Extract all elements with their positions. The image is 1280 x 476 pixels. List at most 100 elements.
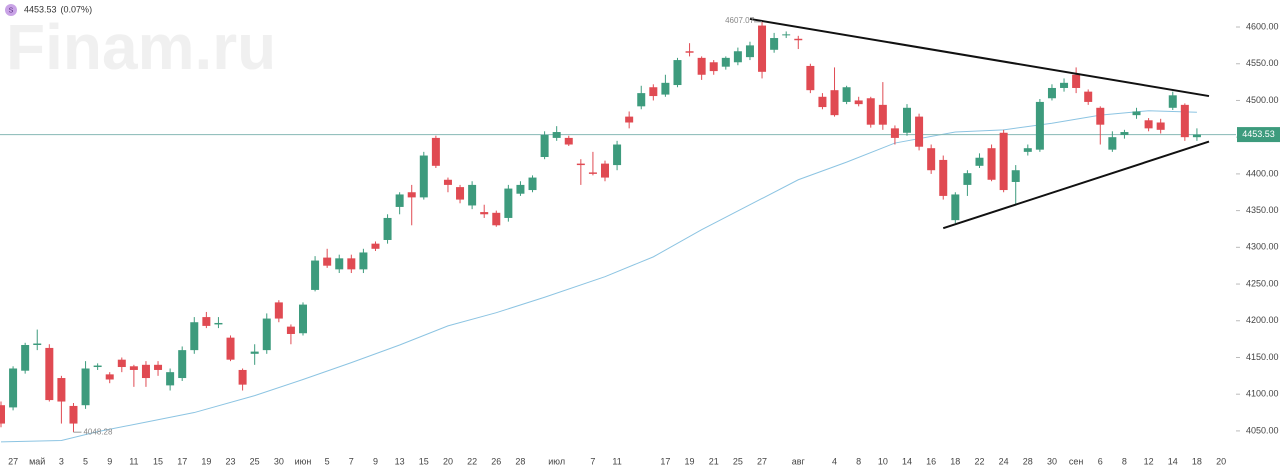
candle-body: [1168, 95, 1177, 108]
header-change: (0.07%): [61, 4, 93, 14]
candle-body: [202, 317, 211, 326]
price-label-bg: [1237, 127, 1280, 143]
candle-body: [709, 62, 718, 72]
moving-average: [0, 110, 1197, 443]
candle-body: [166, 372, 175, 386]
candle-body: [1144, 120, 1153, 129]
candle-body: [1084, 91, 1093, 102]
min-label: 4048.28: [83, 427, 112, 436]
candle-body: [601, 163, 609, 178]
candle-body: [45, 347, 54, 401]
x-tick-label: 22: [974, 456, 984, 466]
candle-body: [93, 365, 102, 368]
candle-body: [528, 177, 537, 191]
x-tick-label: 5: [325, 456, 330, 466]
candle-body: [359, 252, 368, 270]
candle-body: [1035, 101, 1044, 150]
x-tick-label: 24: [999, 456, 1009, 466]
candle-body: [21, 344, 30, 371]
candle-body: [649, 87, 658, 97]
candle-body: [588, 172, 597, 174]
y-tick-label: 4250.00: [1246, 278, 1279, 288]
candle-body: [1108, 137, 1117, 150]
candle-body: [274, 302, 283, 319]
x-tick-label: май: [29, 456, 45, 466]
y-tick-label: 4150.00: [1246, 352, 1279, 362]
candle-body: [419, 155, 428, 198]
x-tick-label: 8: [1122, 456, 1127, 466]
candle-body: [661, 82, 670, 95]
header-price: 4453.53: [24, 4, 57, 14]
candle-body: [975, 157, 984, 166]
x-tick-label: 3: [59, 456, 64, 466]
trendline: [749, 17, 1210, 98]
symbol-letter: S: [9, 7, 14, 14]
candle-body: [745, 45, 754, 58]
candle-body: [540, 134, 549, 158]
x-tick-label: 15: [153, 456, 163, 466]
candle-body: [1192, 134, 1201, 138]
y-tick-label: 4350.00: [1246, 205, 1279, 215]
candle-body: [854, 100, 863, 105]
y-tick-label: 4100.00: [1246, 389, 1279, 399]
x-tick-label: 9: [107, 456, 112, 466]
candle-body: [105, 374, 114, 380]
x-tick-label: 12: [1144, 456, 1154, 466]
candle-body: [576, 163, 585, 166]
candle-body: [1120, 132, 1129, 135]
x-tick-label: 15: [419, 456, 429, 466]
candle-body: [492, 212, 501, 226]
candle-body: [299, 304, 307, 334]
candle-body: [721, 57, 730, 67]
x-tick-label: 19: [685, 456, 695, 466]
candle-body: [733, 51, 742, 63]
x-tick-label: 20: [443, 456, 453, 466]
candle-body: [818, 96, 827, 108]
x-tick-label: 10: [878, 456, 888, 466]
candle-body: [963, 173, 972, 185]
candle-body: [214, 322, 223, 325]
candle-body: [1011, 170, 1020, 182]
candle-body: [1047, 87, 1056, 99]
x-tick-label: 6: [1098, 456, 1103, 466]
x-tick-label: 11: [129, 456, 138, 466]
candle-body: [69, 405, 78, 424]
candle-body: [504, 188, 513, 218]
x-tick-label: 5: [83, 456, 88, 466]
candle-body: [286, 326, 295, 334]
x-tick-label: июл: [548, 456, 565, 466]
price-label: 4453.53: [1242, 129, 1275, 139]
x-tick-label: 14: [902, 456, 912, 466]
candle-body: [371, 243, 380, 249]
candle-body: [0, 405, 5, 424]
candle-body: [117, 359, 126, 368]
x-tick-label: 11: [612, 456, 621, 466]
x-tick-label: 25: [733, 456, 743, 466]
x-tick-label: 18: [950, 456, 960, 466]
candle-body: [141, 364, 150, 379]
x-tick-label: 8: [856, 456, 861, 466]
x-tick-label: 17: [660, 456, 670, 466]
candle-body: [830, 90, 839, 116]
candle-body: [782, 34, 791, 36]
x-tick-label: 9: [373, 456, 378, 466]
candle-body: [794, 38, 803, 41]
x-tick-label: 14: [1168, 456, 1178, 466]
y-tick-label: 4200.00: [1246, 315, 1279, 325]
candle-body: [878, 104, 887, 125]
x-tick-label: 28: [515, 456, 525, 466]
x-tick-label: 18: [1192, 456, 1202, 466]
x-tick-label: 7: [590, 456, 595, 466]
x-tick-label: 7: [349, 456, 354, 466]
candle-body: [178, 350, 187, 379]
candle-body: [1096, 107, 1105, 125]
candle-body: [1023, 148, 1032, 152]
candle-body: [564, 137, 573, 145]
candle-body: [903, 107, 911, 133]
candle-body: [613, 144, 622, 166]
candle-body: [323, 257, 332, 266]
candle-body: [915, 116, 924, 147]
candle-body: [250, 351, 259, 354]
trendline: [942, 140, 1210, 230]
